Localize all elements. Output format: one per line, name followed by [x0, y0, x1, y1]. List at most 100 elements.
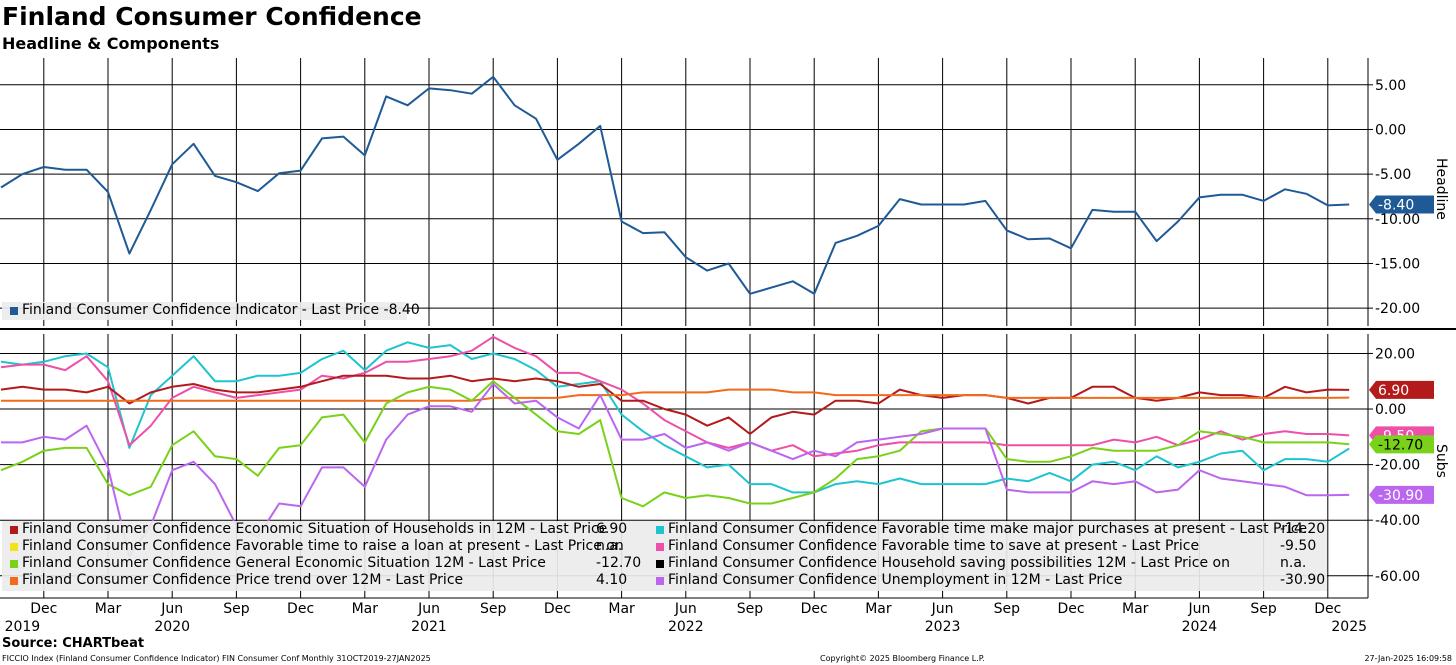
x-tick-label: Sep — [223, 601, 250, 617]
legend-entry: Finland Consumer Confidence General Econ… — [2, 555, 652, 572]
x-tick-label: Dec — [544, 601, 571, 617]
top-ytick-label: 5.00 — [1375, 78, 1406, 94]
x-tick-label: Jun — [1187, 601, 1210, 617]
bottom-ytick-label: 0.00 — [1375, 402, 1406, 418]
legend-value: 6.90 — [596, 521, 628, 537]
legend-value: -12.70 — [596, 555, 642, 571]
legend-value: n.a. — [1280, 555, 1307, 571]
bottom-ytick-label: -40.00 — [1375, 513, 1420, 529]
bottom-ytick-label: -60.00 — [1375, 569, 1420, 585]
bottom-series-line-4 — [0, 380, 1350, 508]
legend-value: -9.50 — [1280, 538, 1317, 554]
legend-swatch — [656, 526, 664, 534]
source-note: Source: CHARTbeat — [2, 636, 145, 651]
headline-last-value-text: -8.40 — [1378, 198, 1414, 214]
components-legend: Finland Consumer Confidence Economic Sit… — [2, 521, 1327, 591]
legend-swatch — [656, 543, 664, 551]
legend-value: -14.20 — [1280, 521, 1326, 537]
x-tick-label: Dec — [30, 601, 57, 617]
x-tick-label: Sep — [480, 601, 507, 617]
top-series-line-0 — [0, 75, 1350, 295]
x-year-label: 2022 — [668, 619, 704, 635]
legend-label: Finland Consumer Confidence General Econ… — [22, 555, 546, 571]
legend-label: Finland Consumer Confidence Indicator - … — [22, 302, 420, 318]
bottom-series-line-5 — [1, 383, 1350, 558]
chart-subtitle: Headline & Components — [2, 34, 220, 53]
legend-label: Finland Consumer Confidence Economic Sit… — [22, 521, 608, 537]
x-tick-label: Sep — [737, 601, 764, 617]
legend-entry: Finland Consumer Confidence Household sa… — [648, 555, 1328, 572]
top-ytick-label: -5.00 — [1375, 167, 1411, 183]
x-tick-label: Jun — [160, 601, 183, 617]
legend-entry: Finland Consumer Confidence Unemployment… — [648, 572, 1328, 589]
bottom-ytick-label: -20.00 — [1375, 458, 1420, 474]
x-year-label: 2020 — [154, 619, 190, 635]
legend-entry: Finland Consumer Confidence Favorable ti… — [648, 521, 1328, 538]
subs-2-last-value-tag: 6.90 — [1369, 380, 1434, 399]
legend-entry: Finland Consumer Confidence Favorable ti… — [648, 538, 1328, 555]
legend-swatch — [656, 577, 664, 585]
top-ytick-label: -15.00 — [1375, 256, 1420, 272]
x-year-label: 2023 — [925, 619, 961, 635]
bottom-series-line-3 — [1, 388, 1350, 402]
footer-timestamp: 27-Jan-2025 16:09:58 — [1364, 654, 1452, 663]
subs-5-last-value-text: -30.90 — [1378, 488, 1423, 504]
x-tick-label: Dec — [287, 601, 314, 617]
x-tick-label: Dec — [1314, 601, 1341, 617]
x-tick-label: Sep — [1250, 601, 1277, 617]
x-year-label: 2019 — [5, 619, 41, 635]
bottom-series-line-0 — [0, 341, 1350, 494]
legend-entry: Finland Consumer Confidence Favorable ti… — [2, 538, 652, 555]
legend-value: 4.10 — [596, 572, 628, 588]
legend-label: Finland Consumer Confidence Price trend … — [22, 572, 464, 588]
bottom-series-line-1 — [0, 335, 1350, 458]
subs-4-last-value-tag: -12.70 — [1369, 435, 1434, 454]
x-tick-label: Mar — [608, 601, 635, 617]
subs-2-last-value-box — [1369, 380, 1434, 399]
subs-4-last-value-text: -12.70 — [1378, 437, 1423, 453]
subs-5-last-value-tag: -30.90 — [1369, 485, 1434, 504]
legend-entry: Finland Consumer Confidence Economic Sit… — [2, 521, 652, 538]
legend-swatch — [10, 526, 18, 534]
top-ytick-label: -20.00 — [1375, 301, 1420, 317]
legend-label: Finland Consumer Confidence Favorable ti… — [668, 521, 1308, 537]
x-tick-label: Mar — [1122, 601, 1149, 617]
headline-legend: Finland Consumer Confidence Indicator - … — [2, 302, 420, 320]
subs-5-last-value-box — [1369, 485, 1434, 504]
legend-swatch — [10, 307, 18, 315]
x-tick-label: Dec — [801, 601, 828, 617]
x-tick-label: Dec — [1057, 601, 1084, 617]
x-tick-label: Jun — [417, 601, 440, 617]
legend-column-left: Finland Consumer Confidence Economic Sit… — [2, 521, 652, 589]
legend-label: Finland Consumer Confidence Household sa… — [668, 555, 1230, 571]
bottom-axis-title: Subs — [1433, 444, 1449, 478]
legend-swatch — [10, 577, 18, 585]
bottom-series-line-2 — [0, 374, 1350, 435]
x-tick-label: Mar — [352, 601, 379, 617]
subs-4-last-value-box — [1369, 435, 1434, 454]
legend-value: -30.90 — [1280, 572, 1326, 588]
x-year-label: 2025 — [1331, 619, 1367, 635]
subs-2-last-value-text: 6.90 — [1378, 383, 1409, 399]
x-year-label: 2021 — [411, 619, 447, 635]
legend-value: n.a. — [596, 538, 623, 554]
x-tick-label: Mar — [865, 601, 892, 617]
legend-entry: Finland Consumer Confidence Indicator - … — [2, 302, 420, 319]
footer-copyright: Copyright© 2025 Bloomberg Finance L.P. — [820, 654, 985, 663]
top-ytick-label: -10.00 — [1375, 212, 1420, 228]
headline-last-value-tag: -8.40 — [1369, 195, 1434, 214]
legend-entry: Finland Consumer Confidence Price trend … — [2, 572, 652, 589]
footer-index-info: FICCIO Index (Finland Consumer Confidenc… — [2, 654, 431, 663]
legend-swatch — [656, 560, 664, 568]
x-tick-label: Mar — [95, 601, 122, 617]
x-tick-label: Jun — [931, 601, 954, 617]
legend-swatch — [10, 560, 18, 568]
legend-column-right: Finland Consumer Confidence Favorable ti… — [648, 521, 1328, 589]
x-year-label: 2024 — [1182, 619, 1218, 635]
x-tick-label: Sep — [994, 601, 1021, 617]
top-ytick-label: 0.00 — [1375, 122, 1406, 138]
x-tick-label: Jun — [674, 601, 697, 617]
legend-label: Finland Consumer Confidence Favorable ti… — [668, 538, 1200, 554]
top-axis-title: Headline — [1433, 158, 1449, 220]
